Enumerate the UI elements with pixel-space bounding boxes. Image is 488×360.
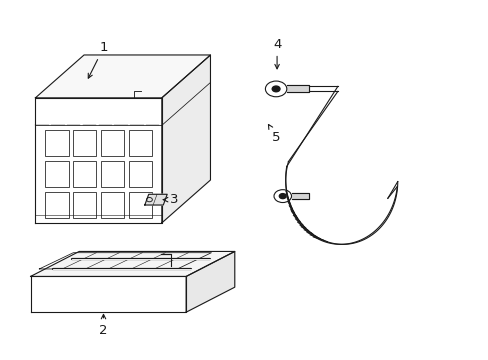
Text: 4: 4 bbox=[272, 38, 281, 69]
Circle shape bbox=[279, 194, 285, 199]
Polygon shape bbox=[35, 55, 210, 98]
Text: 1: 1 bbox=[88, 41, 107, 78]
Polygon shape bbox=[162, 55, 210, 223]
Circle shape bbox=[272, 86, 280, 92]
Polygon shape bbox=[186, 251, 234, 312]
Polygon shape bbox=[286, 85, 308, 93]
Polygon shape bbox=[291, 193, 308, 199]
Polygon shape bbox=[30, 251, 234, 276]
Polygon shape bbox=[144, 194, 167, 205]
Text: 3: 3 bbox=[163, 193, 178, 206]
Text: 5: 5 bbox=[268, 125, 280, 144]
Text: 2: 2 bbox=[99, 314, 107, 337]
